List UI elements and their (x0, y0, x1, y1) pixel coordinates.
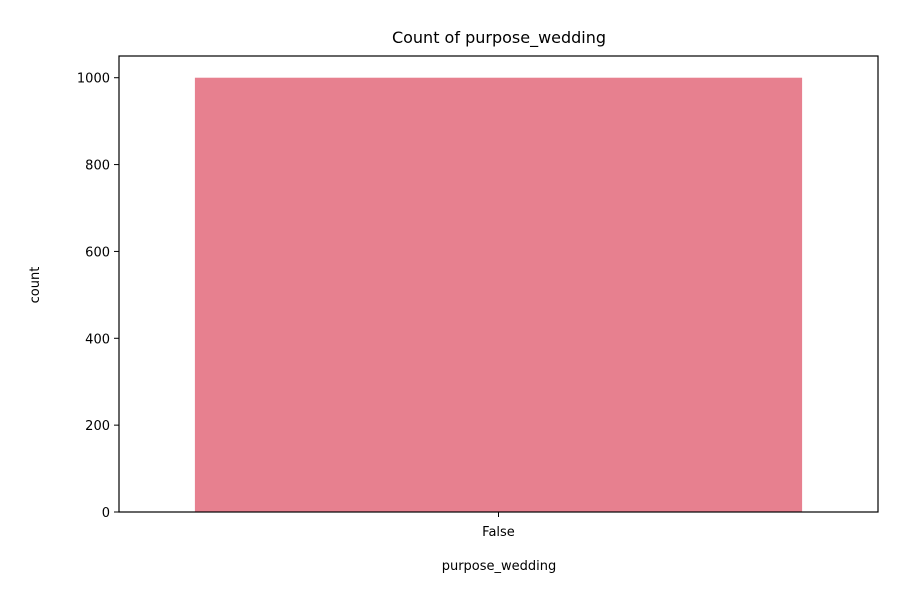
plot-frame (118, 55, 879, 513)
y-tick-label: 800 (85, 159, 110, 174)
plot-area: False 0 200 400 600 800 1000 (77, 55, 879, 540)
y-tick-label: 200 (85, 419, 110, 434)
y-tick-label: 0 (102, 506, 110, 521)
y-axis-label: count (28, 267, 43, 304)
chart-title: Count of purpose_wedding (392, 28, 606, 48)
y-tick-label: 600 (85, 245, 110, 260)
x-tick-label: False (482, 525, 515, 540)
y-tick-label: 400 (85, 332, 110, 347)
y-tick-label: 1000 (77, 72, 110, 87)
x-axis-label: purpose_wedding (442, 559, 557, 574)
bar (194, 77, 803, 512)
